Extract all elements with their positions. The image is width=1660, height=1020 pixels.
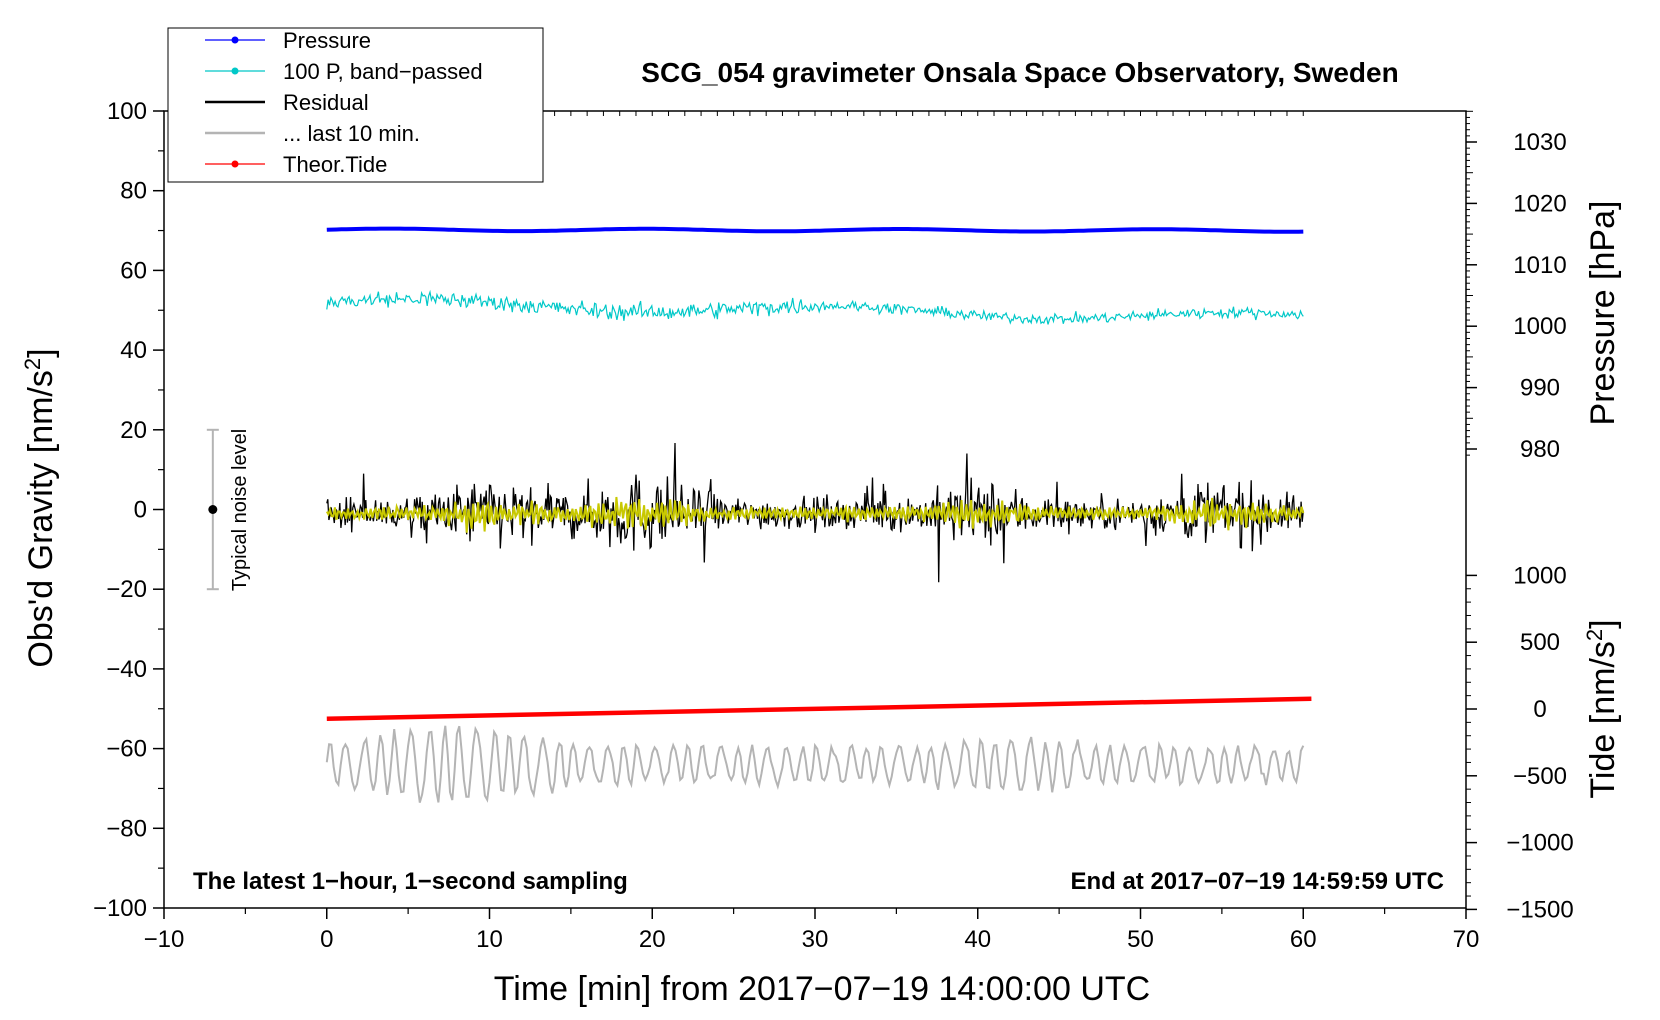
legend-swatch-marker <box>231 67 239 75</box>
left-y-tick-label: 40 <box>120 337 147 364</box>
legend-label: Residual <box>283 90 369 115</box>
tide-tick-label: −1000 <box>1506 830 1573 857</box>
noise-level-label: Typical noise level <box>229 429 251 591</box>
left-y-tick-label: −40 <box>106 656 147 683</box>
left-y-tick-label: −60 <box>106 736 147 763</box>
x-tick-label: 60 <box>1290 926 1317 953</box>
legend-label: ... last 10 min. <box>283 121 420 146</box>
left-y-tick-label: −20 <box>106 576 147 603</box>
left-y-axis-title: Obs'd Gravity [nm/s2] <box>20 348 61 667</box>
legend-item-pressure: Pressure <box>205 28 371 53</box>
axes-layer: −10 0 10 20 30 40 50 60 70−100−80−60−40−20020406… <box>93 98 1574 953</box>
legend-label: Pressure <box>283 28 371 53</box>
legend-box <box>167 27 544 183</box>
series-residual-smoothed <box>325 496 1305 533</box>
legend-item-theor-tide: Theor.Tide <box>205 152 387 177</box>
left-y-tick-label: 80 <box>120 178 147 205</box>
legend-label: Theor.Tide <box>283 152 387 177</box>
tide-tick-label: −500 <box>1513 763 1567 790</box>
chart-title: SCG_054 gravimeter Onsala Space Observat… <box>641 57 1398 88</box>
x-tick-label: 20 <box>639 926 666 953</box>
x-tick-label: 30 <box>802 926 829 953</box>
series-layer <box>325 226 1312 803</box>
annotation-sampling: The latest 1−hour, 1−second sampling <box>193 868 628 895</box>
legend-item-residual: Residual <box>205 90 369 115</box>
left-y-tick-label: 20 <box>120 417 147 444</box>
pressure-axis-title: Pressure [hPa] <box>1584 201 1622 426</box>
series-last-10-min <box>325 725 1305 803</box>
left-y-tick-label: −80 <box>106 815 147 842</box>
tide-tick-label: −1500 <box>1506 896 1573 923</box>
left-y-tick-label: 100 <box>107 98 147 125</box>
series-residual <box>326 442 1304 583</box>
legend-swatch-marker <box>231 36 239 44</box>
x-tick-label: 70 <box>1453 926 1480 953</box>
tide-axis-title: Tide [nm/s2] <box>1582 619 1623 798</box>
legend-label: 100 P, band−passed <box>283 59 483 84</box>
annotation-end-time: End at 2017−07−19 14:59:59 UTC <box>1070 868 1444 895</box>
left-y-tick-label: −100 <box>93 895 147 922</box>
legend-item-100-p-band-passed: 100 P, band−passed <box>205 59 483 84</box>
legend-swatch-marker <box>231 160 239 168</box>
x-axis-title: Time [min] from 2017−07−19 14:00:00 UTC <box>494 970 1150 1008</box>
legend-item-last-10-min: ... last 10 min. <box>205 121 420 146</box>
series-pressure-band-passed <box>326 289 1304 325</box>
tide-tick-label: 0 <box>1533 696 1546 723</box>
left-y-tick-label: 0 <box>134 497 147 524</box>
noise-level-indicator: Typical noise level <box>206 428 251 591</box>
x-tick-label: −10 <box>144 926 185 953</box>
x-tick-label: 40 <box>964 926 991 953</box>
pressure-tick-label: 1030 <box>1513 129 1566 156</box>
pressure-tick-label: 1020 <box>1513 190 1566 217</box>
x-tick-label: 0 <box>320 926 333 953</box>
left-y-tick-label: 60 <box>120 257 147 284</box>
tide-tick-label: 500 <box>1520 629 1560 656</box>
series-pressure <box>326 226 1304 234</box>
pressure-tick-label: 990 <box>1520 375 1560 402</box>
x-tick-label: 50 <box>1127 926 1154 953</box>
pressure-tick-label: 980 <box>1520 436 1560 463</box>
legend: Pressure 100 P, band−passed Residual ... la… <box>167 27 544 183</box>
series-theoretical-tide <box>326 696 1312 721</box>
pressure-tick-label: 1000 <box>1513 313 1566 340</box>
x-tick-label: 10 <box>476 926 503 953</box>
pressure-tick-label: 1010 <box>1513 252 1566 279</box>
noise-center-dot <box>208 505 218 514</box>
tide-tick-label: 1000 <box>1513 562 1566 589</box>
